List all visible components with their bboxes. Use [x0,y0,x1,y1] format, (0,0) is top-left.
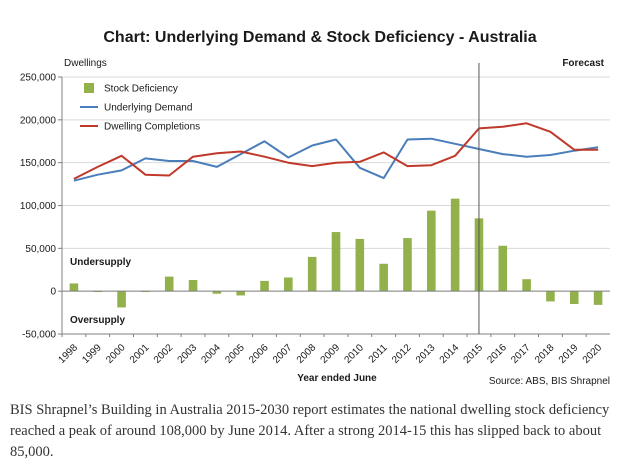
bar [522,279,531,292]
legend-swatch-bar [84,83,94,93]
y-axis-label: Dwellings [64,58,107,69]
x-tick-label: 2014 [438,342,462,366]
y-tick-label: 150,000 [20,158,57,169]
source-note: Source: ABS, BIS Shrapnel [489,376,610,387]
legend-entry: Stock Deficiency [104,84,178,95]
undersupply-label: Undersupply [70,257,132,268]
x-tick-label: 2003 [176,342,200,366]
x-tick-label: 2019 [557,342,581,366]
bar [427,210,436,292]
series-line-underlying-demand [73,137,599,182]
series-line-dwelling-completions [73,122,599,180]
y-tick-label: 50,000 [25,244,56,255]
x-tick-label: 2012 [390,342,414,366]
legend-entry: Dwelling Completions [104,122,200,133]
y-tick-label: 100,000 [20,201,57,212]
bar [260,280,269,292]
x-tick-label: 2015 [462,342,486,366]
x-tick-label: 2010 [342,342,366,366]
bar [569,291,579,305]
x-tick-label: 1998 [57,342,81,366]
x-tick-label: 2004 [199,342,223,366]
x-tick-label: 2013 [414,342,438,366]
bar [236,291,245,296]
chart-svg: Chart: Underlying Demand & Stock Deficie… [20,29,610,387]
bar [379,263,388,292]
bar [593,291,603,305]
plot-frame [61,63,610,335]
x-tick-label: 2006 [247,342,271,366]
oversupply-label: Oversupply [70,315,125,326]
x-tick-label: 2020 [581,342,605,366]
y-tick-label: 250,000 [20,73,57,84]
bar [331,232,341,292]
legend-entry: Underlying Demand [104,103,192,114]
chart: Chart: Underlying Demand & Stock Deficie… [20,29,610,387]
caption-paragraph: BIS Shrapnel’s Building in Australia 201… [10,402,610,460]
bar [69,283,79,292]
x-tick-label: 2009 [319,342,343,366]
series-lines [73,122,599,182]
forecast-label: Forecast [562,58,604,69]
bar [164,276,174,292]
x-tick-label: 2000 [104,342,128,366]
bar [188,280,198,292]
y-axis-ticks: -50,000 0 50,000 100,000 150,000 200,000 250,0… [20,73,62,341]
x-tick-label: 2011 [367,342,390,365]
x-tick-label: 2016 [485,342,509,366]
y-tick-label: 0 [50,287,56,298]
bar [117,291,126,308]
bar [284,277,293,292]
x-axis-label: Year ended June [297,373,377,384]
legend: Stock Deficiency Underlying Demand Dwellin… [80,83,200,133]
x-tick-label: 2001 [128,342,152,366]
bar [498,245,508,292]
bar [355,238,365,292]
x-tick-label: 2005 [223,342,247,366]
x-tick-label: 2018 [533,342,557,366]
chart-title: Chart: Underlying Demand & Stock Deficie… [103,29,536,46]
bar [403,238,412,292]
y-tick-label: 200,000 [20,115,57,126]
gridlines [62,76,610,335]
y-tick-label: -50,000 [22,330,56,341]
x-tick-label: 2017 [509,342,533,366]
x-tick-label: 1999 [80,342,104,366]
bar [212,291,222,294]
x-axis-ticks: 1998 1999 2000 2001 2002 2003 2004 2005 2006 2007… [57,334,605,366]
x-tick-label: 2002 [152,342,176,366]
bar [450,198,460,292]
x-tick-label: 2007 [271,342,295,366]
x-tick-label: 2008 [295,342,319,366]
bar [307,256,317,292]
bar [546,291,555,302]
